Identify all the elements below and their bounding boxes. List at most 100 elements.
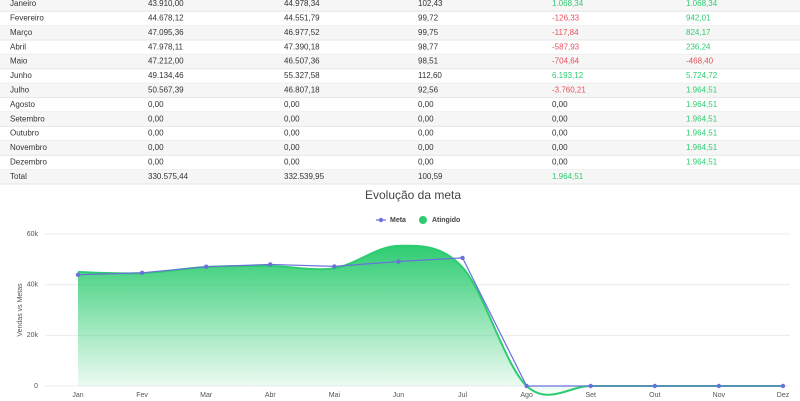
table-cell: 0,00 xyxy=(552,129,568,138)
table-cell: Maio xyxy=(10,57,28,66)
table-cell: Setembro xyxy=(10,114,45,123)
x-tick-label: Out xyxy=(649,392,660,399)
table-cell: 0,00 xyxy=(284,158,300,167)
table-cell: 0,00 xyxy=(552,158,568,167)
line-point xyxy=(716,383,722,389)
x-tick-label: Abr xyxy=(265,392,277,399)
legend-label: Meta xyxy=(390,217,406,224)
table-cell: 0,00 xyxy=(552,114,568,123)
row-stripe xyxy=(0,140,800,156)
table-cell: 92,56 xyxy=(418,86,439,95)
table-cell: 49.134,46 xyxy=(148,71,184,80)
table-cell: 44.551,79 xyxy=(284,14,320,23)
line-point xyxy=(203,264,209,269)
table-cell: 43.910,00 xyxy=(148,0,184,8)
table-cell: 1.964,51 xyxy=(686,143,718,152)
line-point xyxy=(332,264,337,269)
table-cell: 0,00 xyxy=(418,114,434,123)
row-stripe xyxy=(0,25,800,40)
table-cell: 0,00 xyxy=(552,143,568,152)
line-point xyxy=(139,270,145,276)
x-tick-label: Jul xyxy=(458,392,467,399)
x-tick-label: Dez xyxy=(777,392,790,399)
table-cell: 102,43 xyxy=(418,0,443,8)
table-cell: Dezembro xyxy=(10,158,47,167)
x-tick-label: Jun xyxy=(393,392,404,399)
table-cell: 98,51 xyxy=(418,57,439,66)
table-cell: 0,00 xyxy=(418,129,434,138)
table-cell: Junho xyxy=(10,71,32,80)
table-cell: 50.567,39 xyxy=(148,86,184,95)
table-cell: 330.575,44 xyxy=(148,172,189,181)
table-cell: 6.193,12 xyxy=(552,71,584,80)
y-tick-label: 20k xyxy=(27,332,39,339)
table-cell: 47.095,36 xyxy=(148,28,184,37)
table-cell: 1.964,51 xyxy=(686,86,718,95)
table-cell: 5.724,72 xyxy=(686,71,718,80)
table-cell: 99,75 xyxy=(418,28,439,37)
line-point xyxy=(588,383,593,389)
line-point xyxy=(268,262,273,267)
table-cell: Abril xyxy=(10,42,26,51)
table-cell: 1.068,34 xyxy=(686,0,718,8)
x-tick-label: Set xyxy=(585,392,596,399)
table-cell: 0,00 xyxy=(148,158,164,167)
table-cell: 47.978,11 xyxy=(148,42,184,51)
table-cell: Agosto xyxy=(10,100,35,109)
table-cell: 824,17 xyxy=(686,28,711,37)
table-cell: 55.327,58 xyxy=(284,71,320,80)
table-cell: 44.978,34 xyxy=(284,0,320,8)
table-cell: 1.964,51 xyxy=(686,158,718,167)
table-cell: 98,77 xyxy=(418,42,439,51)
line-point xyxy=(396,259,401,264)
table-cell: Total xyxy=(10,172,27,181)
table-cell: -117,84 xyxy=(552,28,579,37)
x-tick-label: Jan xyxy=(72,392,83,399)
table-cell: 46.807,18 xyxy=(284,86,320,95)
table-cell: 46.977,52 xyxy=(284,28,320,37)
row-stripe xyxy=(0,83,800,98)
table-cell: 0,00 xyxy=(148,143,164,152)
table-cell: 236,24 xyxy=(686,42,711,51)
chart-title: Evolução da meta xyxy=(365,188,461,202)
legend-label: Atingido xyxy=(432,217,460,224)
table-cell: 1.964,51 xyxy=(552,172,584,181)
table-cell: -3.760,21 xyxy=(552,86,586,95)
y-tick-label: 40k xyxy=(27,282,39,289)
row-stripe xyxy=(0,112,800,127)
line-point xyxy=(780,383,786,389)
row-stripe xyxy=(0,169,800,184)
line-point xyxy=(652,383,658,389)
table-cell: Outubro xyxy=(10,129,39,138)
table: Janeiro 43.910,00 44.978,34 102,43 1.068,34 1… xyxy=(0,0,800,185)
x-tick-label: Ago xyxy=(520,392,533,399)
row-stripe xyxy=(0,54,800,69)
line-point xyxy=(75,272,81,277)
table-cell: Janeiro xyxy=(10,0,37,8)
table-cell: 0,00 xyxy=(418,143,434,152)
legend-swatch xyxy=(378,217,384,223)
table-cell: 0,00 xyxy=(552,100,568,109)
table-cell: 100,59 xyxy=(418,172,443,181)
x-tick-label: Mar xyxy=(200,392,213,399)
line xyxy=(77,257,783,387)
table-cell: 1.068,34 xyxy=(552,0,584,8)
table-cell: 0,00 xyxy=(418,158,434,167)
table-cell: 0,00 xyxy=(284,143,300,152)
table-cell: 0,00 xyxy=(418,100,434,109)
chart: 0 20k 40k 60k Jan Fev Mar Abr Mai Jun Jul Ago Set Out… xyxy=(27,216,790,399)
table-cell: 0,00 xyxy=(148,114,164,123)
table-cell: 44.678,12 xyxy=(148,14,184,23)
table-cell: -587,93 xyxy=(552,42,580,51)
table-cell: 0,00 xyxy=(284,114,300,123)
table-cell: 47.390,18 xyxy=(284,42,320,51)
table-cell: 46.507,36 xyxy=(284,57,320,66)
area xyxy=(78,245,783,395)
table-cell: 332.539,95 xyxy=(284,172,325,181)
table-cell: 1.964,51 xyxy=(686,100,718,109)
x-tick-label: Fev xyxy=(136,392,148,399)
table-cell: -126,33 xyxy=(552,14,580,23)
table-cell: Julho xyxy=(10,86,30,95)
